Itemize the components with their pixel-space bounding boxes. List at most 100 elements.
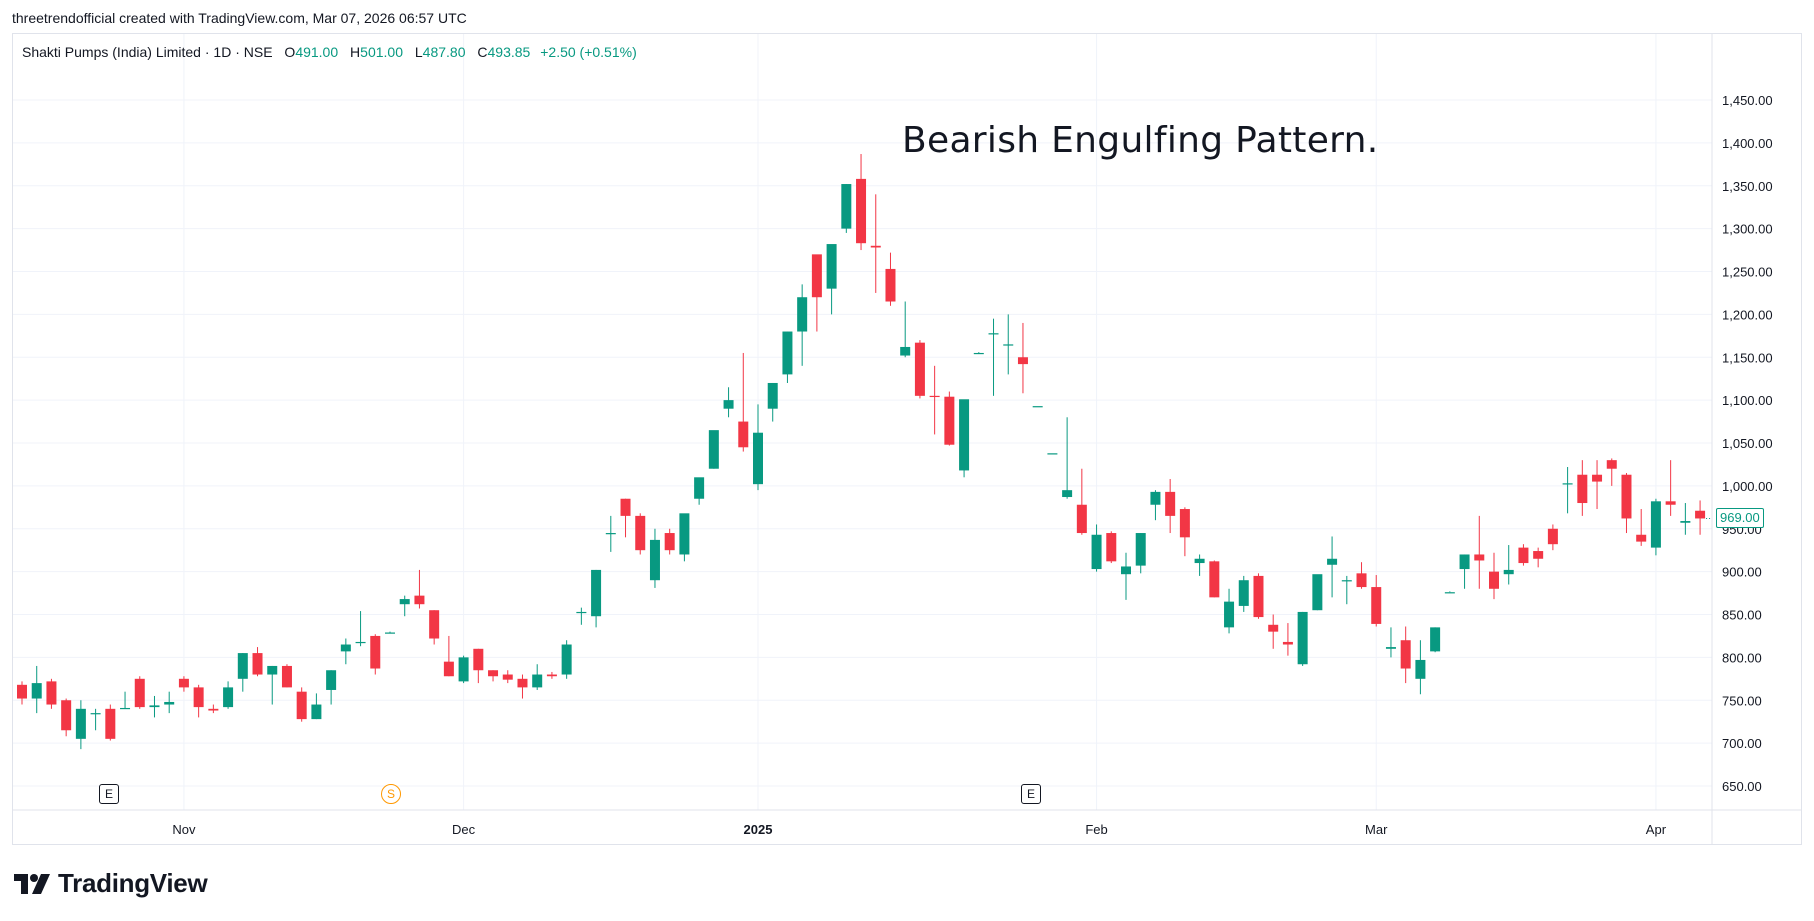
- candle-down: [1489, 571, 1499, 589]
- candle-down: [1268, 624, 1279, 632]
- candle-down: [178, 678, 189, 688]
- candle-up: [532, 674, 543, 688]
- candle-up: [753, 432, 763, 485]
- candle-up: [75, 708, 86, 739]
- candle-up: [1121, 566, 1131, 575]
- y-tick-label: 750.00: [1722, 693, 1762, 708]
- candle-down: [429, 610, 440, 639]
- earnings-event-icon[interactable]: E: [99, 784, 119, 804]
- candle-down: [856, 178, 867, 244]
- chart-frame: [12, 33, 1802, 845]
- candle-up: [1150, 491, 1161, 505]
- candle-down: [488, 670, 499, 677]
- y-tick-label: 700.00: [1722, 736, 1762, 751]
- candle-up: [1224, 601, 1235, 628]
- candle-down: [1474, 554, 1485, 561]
- last-price-label: 969.00: [1716, 508, 1764, 529]
- candle-down: [193, 687, 204, 708]
- candle-down: [1577, 474, 1588, 504]
- candle-down: [944, 396, 955, 445]
- candle-up: [561, 644, 572, 675]
- candle-up: [797, 297, 808, 332]
- y-tick-label: 1,050.00: [1722, 436, 1773, 451]
- candle-down: [914, 342, 925, 396]
- candle-up: [694, 477, 705, 499]
- candle-up: [149, 705, 160, 708]
- candle-up: [973, 352, 984, 355]
- candle-up: [767, 382, 778, 409]
- candle-down: [1076, 504, 1087, 534]
- candle-down: [502, 674, 513, 680]
- candle-up: [782, 331, 793, 375]
- x-tick-label: Nov: [172, 822, 196, 837]
- x-tick-label: Dec: [452, 822, 476, 837]
- x-tick-label: Apr: [1646, 822, 1667, 837]
- candle-down: [1179, 509, 1190, 538]
- y-tick-label: 1,150.00: [1722, 350, 1773, 365]
- y-tick-label: 650.00: [1722, 779, 1762, 794]
- candle-down: [1695, 510, 1706, 519]
- split-event-icon[interactable]: S: [381, 784, 401, 804]
- candle-down: [1356, 573, 1367, 588]
- symbol-title: Shakti Pumps (India) Limited · 1D · NSE: [22, 44, 273, 60]
- candle-down: [105, 708, 116, 739]
- candle-down: [738, 421, 749, 448]
- candle-down: [664, 533, 675, 551]
- open-label: O: [284, 44, 296, 60]
- candle-up: [237, 653, 248, 679]
- candle-up: [31, 683, 42, 699]
- candle-down: [870, 245, 881, 248]
- candle-down: [1400, 640, 1411, 669]
- tradingview-wordmark: TradingView: [58, 868, 208, 898]
- candle-up: [576, 611, 587, 614]
- open-value: 491.00: [295, 44, 339, 60]
- candle-down: [61, 700, 72, 731]
- candle-up: [1327, 558, 1338, 565]
- close-value: 493.85: [487, 44, 531, 60]
- y-tick-label: 1,250.00: [1722, 265, 1773, 280]
- candle-up: [959, 399, 970, 471]
- candle-up: [355, 641, 366, 644]
- candle-down: [1592, 474, 1603, 482]
- candle-down: [1606, 460, 1617, 469]
- candle-up: [1003, 344, 1014, 346]
- candle-down: [252, 653, 263, 675]
- symbol-legend: Shakti Pumps (India) Limited · 1D · NSE …: [22, 44, 637, 60]
- candle-up: [120, 707, 131, 710]
- candle-up: [988, 333, 999, 335]
- y-tick-label: 1,450.00: [1722, 93, 1773, 108]
- candle-up: [723, 400, 734, 409]
- tradingview-logo[interactable]: TradingView: [14, 868, 208, 899]
- candle-up: [1459, 554, 1470, 570]
- y-tick-label: 1,400.00: [1722, 136, 1773, 151]
- candle-down: [620, 498, 631, 516]
- candle-up: [1238, 580, 1249, 606]
- candle-down: [811, 254, 822, 298]
- candle-up: [679, 513, 690, 555]
- candle-up: [1415, 659, 1426, 679]
- y-tick-label: 1,350.00: [1722, 179, 1773, 194]
- candle-up: [1341, 580, 1352, 582]
- candle-down: [1371, 587, 1382, 624]
- candle-up: [1135, 533, 1146, 566]
- candle-down: [1282, 641, 1293, 645]
- tradingview-logo-icon: [14, 873, 50, 894]
- candle-up: [1385, 647, 1396, 649]
- candle-up: [1194, 558, 1205, 564]
- candle-up: [340, 644, 351, 652]
- close-label: C: [477, 44, 488, 60]
- candle-up: [1650, 501, 1661, 548]
- candle-down: [208, 708, 219, 711]
- candle-up: [900, 346, 911, 356]
- candle-up: [1032, 406, 1043, 408]
- candle-up: [1444, 592, 1455, 594]
- pattern-annotation[interactable]: Bearish Engulfing Pattern.: [902, 120, 1379, 161]
- x-tick-label: Mar: [1365, 822, 1388, 837]
- candle-up: [1430, 627, 1441, 652]
- candle-up: [605, 533, 616, 535]
- candle-down: [1547, 528, 1558, 545]
- candle-down: [370, 635, 381, 669]
- earnings-event-icon[interactable]: E: [1021, 784, 1041, 804]
- candle-up: [649, 539, 660, 581]
